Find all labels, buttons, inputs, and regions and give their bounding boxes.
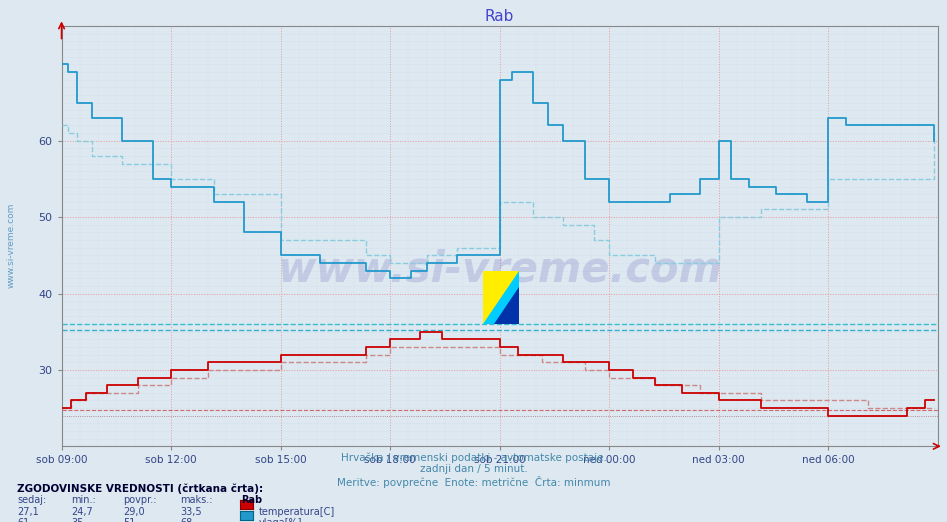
- Text: 35: 35: [71, 518, 83, 522]
- Text: Hrvaška / vremenski podatki - avtomatske postaje.: Hrvaška / vremenski podatki - avtomatske…: [341, 453, 606, 463]
- Text: zadnji dan / 5 minut.: zadnji dan / 5 minut.: [420, 464, 527, 474]
- Text: 33,5: 33,5: [180, 507, 202, 517]
- Text: 27,1: 27,1: [17, 507, 39, 517]
- Text: 51: 51: [123, 518, 135, 522]
- Polygon shape: [493, 287, 519, 324]
- Text: maks.:: maks.:: [180, 495, 212, 505]
- Text: sedaj:: sedaj:: [17, 495, 46, 505]
- Polygon shape: [483, 271, 519, 324]
- Text: ZGODOVINSKE VREDNOSTI (črtkana črta):: ZGODOVINSKE VREDNOSTI (črtkana črta):: [17, 484, 263, 494]
- Text: temperatura[C]: temperatura[C]: [259, 507, 335, 517]
- Text: 68: 68: [180, 518, 192, 522]
- Text: www.si-vreme.com: www.si-vreme.com: [277, 249, 722, 291]
- Text: Meritve: povprečne  Enote: metrične  Črta: minmum: Meritve: povprečne Enote: metrične Črta:…: [337, 476, 610, 488]
- Title: Rab: Rab: [485, 8, 514, 23]
- Text: 29,0: 29,0: [123, 507, 145, 517]
- Polygon shape: [483, 271, 519, 324]
- Text: 24,7: 24,7: [71, 507, 93, 517]
- Text: 61: 61: [17, 518, 29, 522]
- Text: min.:: min.:: [71, 495, 96, 505]
- Text: www.si-vreme.com: www.si-vreme.com: [7, 203, 16, 288]
- Text: vlaga[%]: vlaga[%]: [259, 518, 302, 522]
- Text: Rab: Rab: [241, 495, 262, 505]
- Text: povpr.:: povpr.:: [123, 495, 156, 505]
